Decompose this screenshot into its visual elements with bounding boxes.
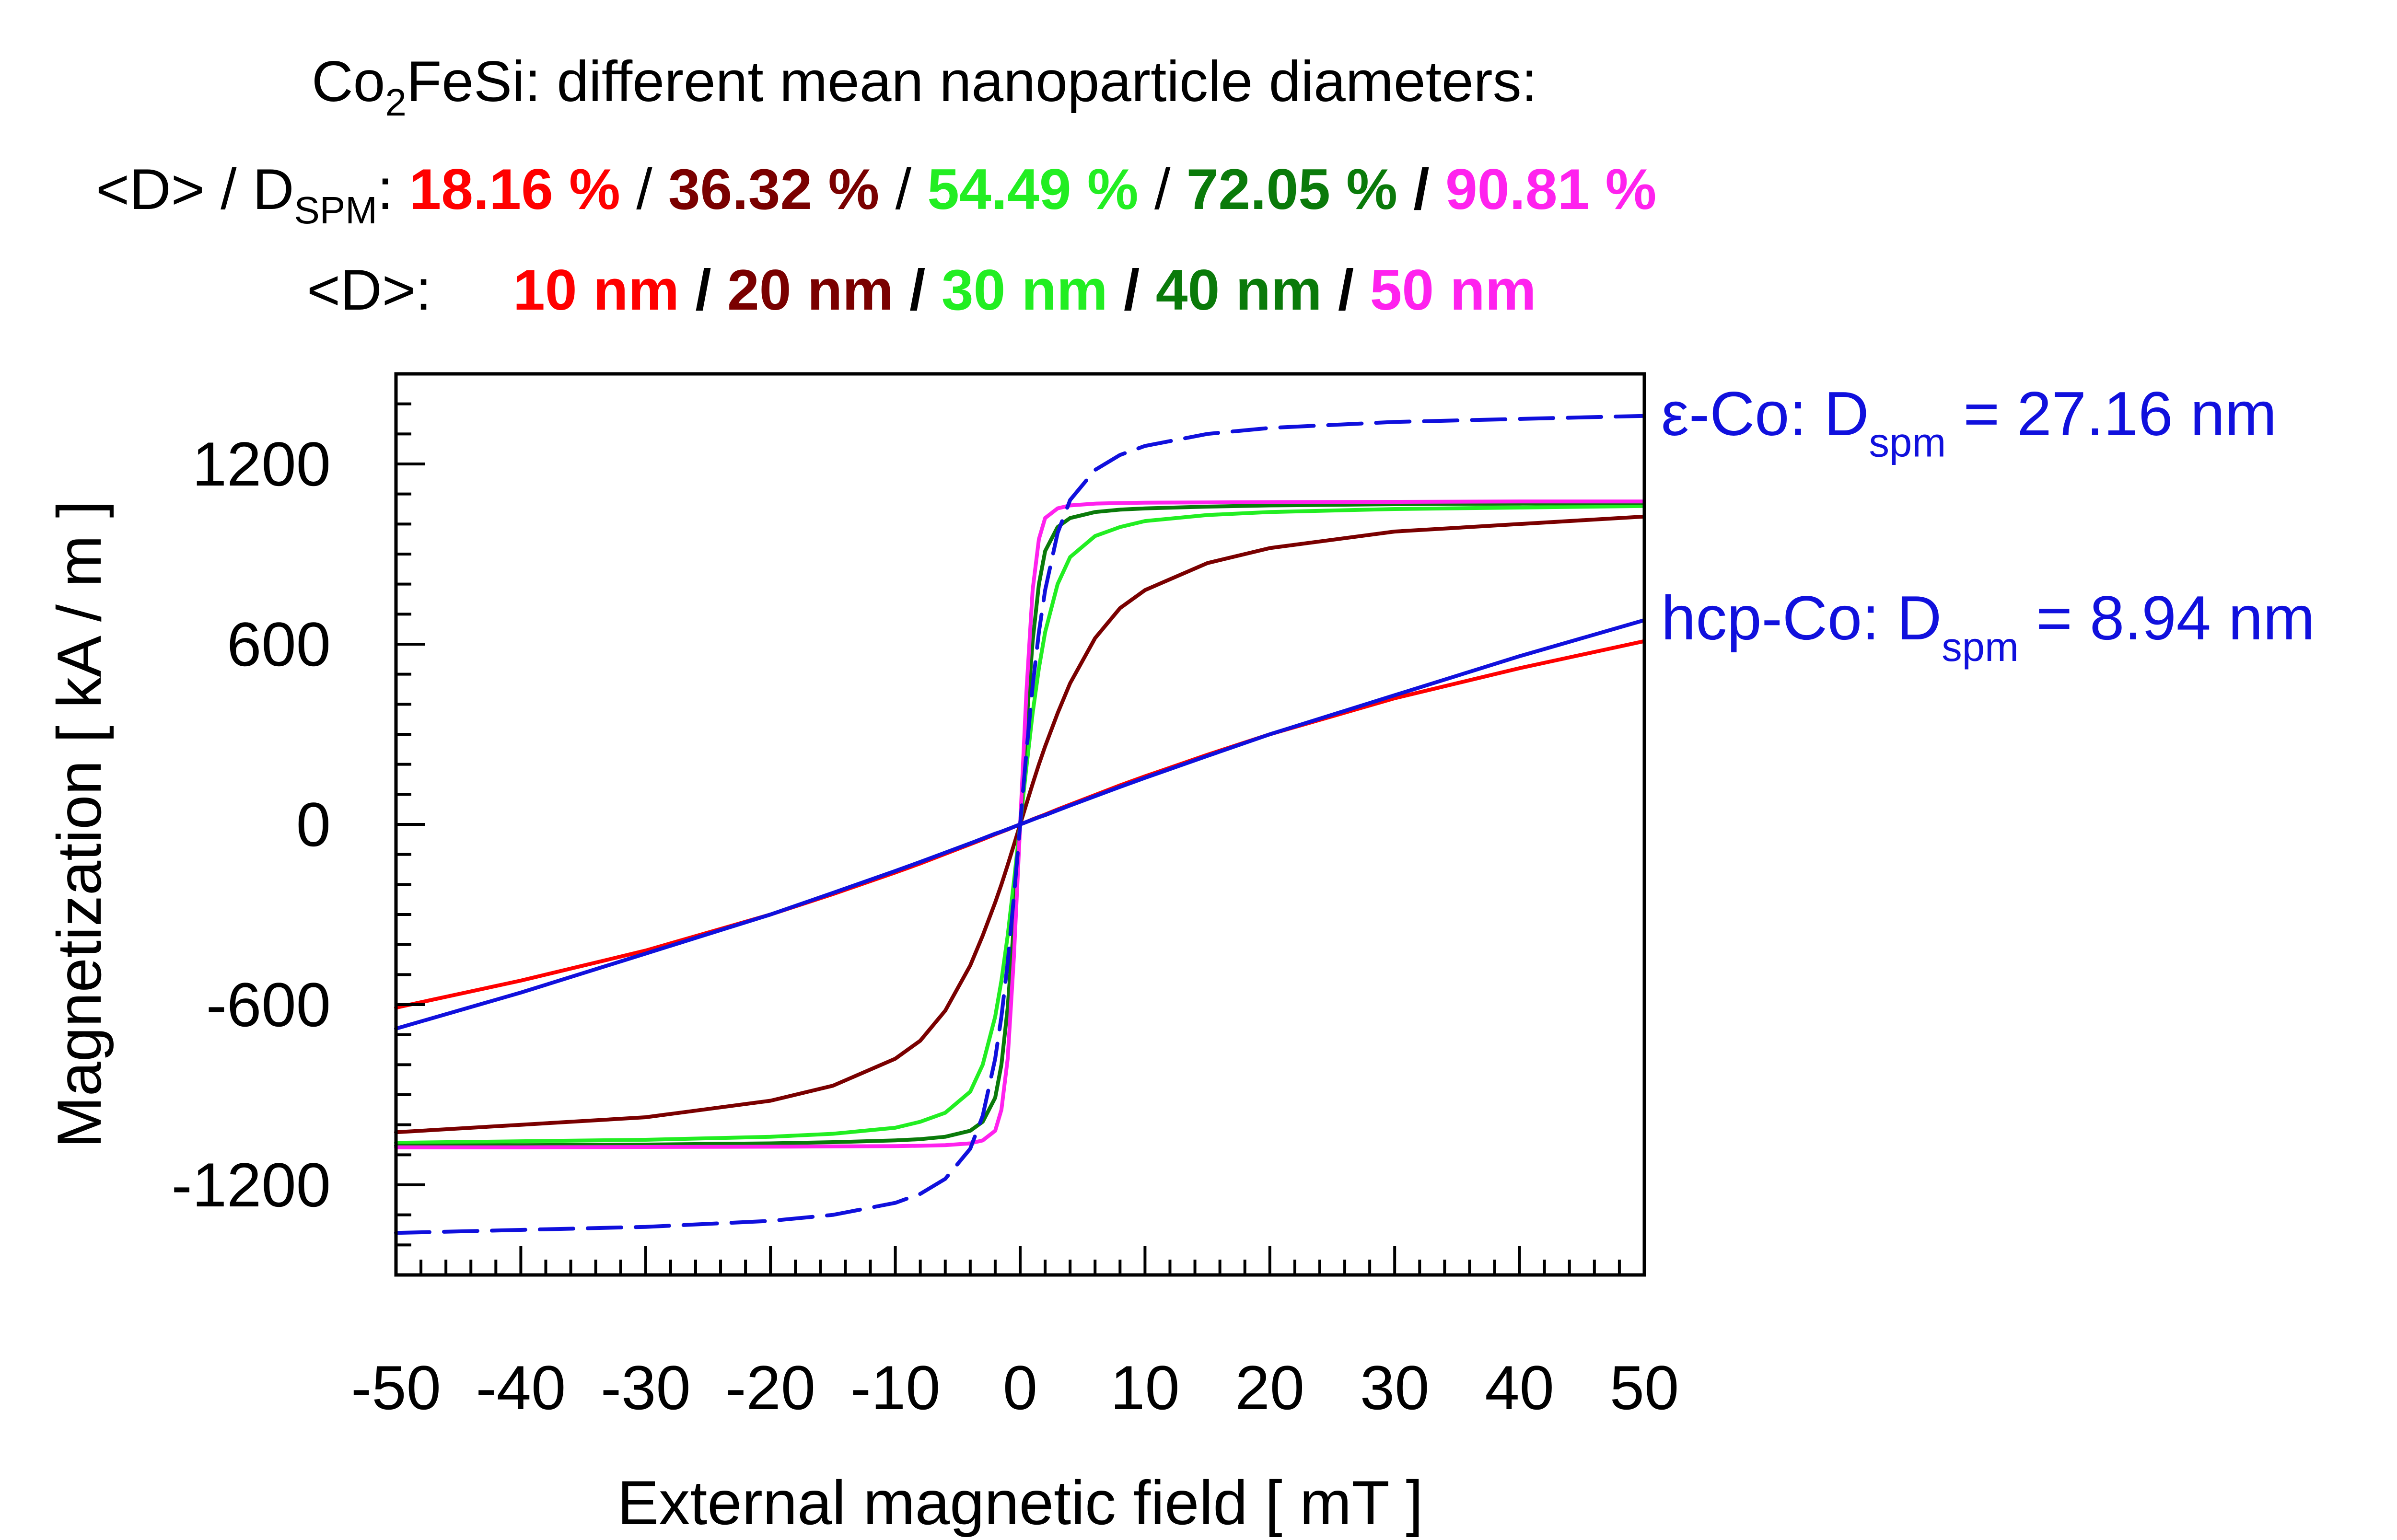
ratio-label-pre: <D> / D <box>96 157 294 221</box>
ratio-label-sub: SPM <box>294 189 377 232</box>
axes-layer <box>394 372 1646 1277</box>
x-axis-label: External magnetic field [ mT ] <box>617 1468 1423 1538</box>
text-layer: -50 -40 -30 -20 -10 0 10 20 30 40 50 -1200 -600 0 600 1… <box>44 379 2315 1538</box>
figure-title: Co2FeSi: different mean nanoparticle dia… <box>312 53 1537 122</box>
y-tick-label: -1200 <box>172 1150 331 1220</box>
x-tick-label: -50 <box>351 1353 441 1423</box>
ratio-value-5: 90.81 % <box>1445 157 1657 221</box>
ratio-sep-2: / <box>879 157 928 221</box>
series-line-7 <box>394 414 1646 1235</box>
ratio-value-3: 54.49 % <box>927 157 1139 221</box>
x-tick-label: 50 <box>1610 1353 1679 1423</box>
diameter-sep-2: / <box>893 258 942 322</box>
x-tick-label: 20 <box>1235 1353 1304 1423</box>
ratio-label-post: : <box>377 157 394 221</box>
diameter-value-5: 50 nm <box>1370 258 1536 322</box>
diameter-sep-3: / <box>1107 258 1156 322</box>
y-tick-label: 600 <box>227 609 331 679</box>
ratio-sep-1: / <box>620 157 668 221</box>
x-tick-label: 30 <box>1360 1353 1430 1423</box>
diameter-value-3: 30 nm <box>941 258 1108 322</box>
x-tick-label: 10 <box>1110 1353 1180 1423</box>
title-pre: Co <box>312 49 385 114</box>
diameter-sep-4: / <box>1322 258 1370 322</box>
x-tick-label: -40 <box>476 1353 566 1423</box>
ratio-line: <D> / DSPM: 18.16 % / 36.32 % / 54.49 % … <box>96 161 1656 230</box>
ratio-value-1: 18.16 % <box>409 157 620 221</box>
ratio-value-2: 36.32 % <box>668 157 880 221</box>
annotation-2: hcp-Co: Dspm = 8.94 nm <box>1661 583 2315 670</box>
x-tick-label: 40 <box>1485 1353 1554 1423</box>
y-tick-label: 0 <box>296 789 331 859</box>
diameter-value-2: 20 nm <box>727 258 894 322</box>
title-post: FeSi: different mean nanoparticle diamet… <box>406 49 1537 114</box>
diameter-line: <D>: 10 nm / 20 nm / 30 nm / 40 nm / 50 n… <box>307 261 1536 319</box>
x-tick-label: -20 <box>725 1353 815 1423</box>
diameter-value-4: 40 nm <box>1155 258 1322 322</box>
annotation-1: ε-Co: Dspm = 27.16 nm <box>1661 379 2277 466</box>
ratio-value-4: 72.05 % <box>1186 157 1398 221</box>
y-tick-label: -600 <box>206 970 331 1040</box>
diameter-label: <D>: <box>307 258 432 322</box>
diameter-sep-1: / <box>679 258 728 322</box>
ratio-sep-4: / <box>1397 157 1446 221</box>
x-tick-label: -30 <box>601 1353 691 1423</box>
x-tick-label: -10 <box>850 1353 941 1423</box>
series-layer <box>394 414 1646 1235</box>
x-tick-label: 0 <box>1003 1353 1037 1423</box>
y-tick-label: 1200 <box>192 429 331 499</box>
title-sub: 2 <box>385 81 407 124</box>
ratio-sep-3: / <box>1138 157 1187 221</box>
y-axis-label: Magnetization [ kA / m ] <box>44 500 114 1148</box>
diameter-value-1: 10 nm <box>513 258 679 322</box>
